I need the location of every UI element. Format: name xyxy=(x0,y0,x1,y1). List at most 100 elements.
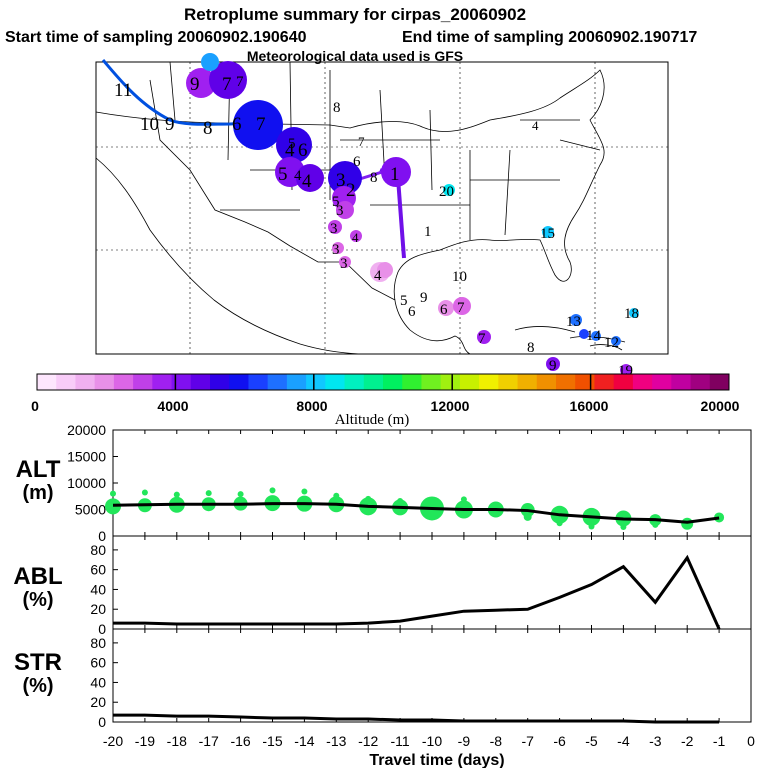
x-tick-label: -5 xyxy=(585,733,598,749)
map-label: 5 xyxy=(288,136,296,152)
plume-circle xyxy=(438,300,454,316)
alt-ylabel: ALT xyxy=(16,456,61,483)
map-label: 1 xyxy=(424,224,432,240)
x-tick-label: -16 xyxy=(230,733,250,749)
map-label: 7 xyxy=(358,134,365,149)
y-tick-label: 0 xyxy=(98,621,106,637)
altitude-point xyxy=(588,523,595,530)
plume-circle xyxy=(332,242,344,254)
plume-circle xyxy=(276,127,312,163)
plume-circle xyxy=(350,230,362,242)
altitude-point xyxy=(714,512,725,523)
colorbar-swatch xyxy=(690,374,711,390)
plume-circle xyxy=(381,157,411,187)
altitude-median-line xyxy=(112,502,720,524)
west-coast-outline xyxy=(95,157,361,355)
map-label: 3 xyxy=(332,242,340,258)
plume-circle xyxy=(453,297,471,315)
time-series-panels xyxy=(112,429,752,723)
altitude-point xyxy=(429,498,435,505)
y-tick-label: 60 xyxy=(90,562,106,578)
map-label: 4 xyxy=(352,230,359,245)
y-tick-label: 40 xyxy=(90,581,106,597)
figure-title: Retroplume summary for cirpas_20060902 xyxy=(184,5,526,24)
x-tick-label: -11 xyxy=(390,733,409,749)
plume-circle xyxy=(339,256,351,268)
colorbar-swatch xyxy=(383,374,403,390)
altitude-point xyxy=(652,521,659,528)
colorbar-swatch xyxy=(556,374,576,390)
map-graticule xyxy=(96,62,668,354)
map-day-labels: 11 10 9 8 9 7 6 7 8 6 4 5 4 3 2 1 5 3 3 … xyxy=(114,74,639,379)
altitude-point xyxy=(269,487,276,494)
colorbar-swatch xyxy=(286,374,307,390)
border-outline xyxy=(149,79,396,301)
map-label: 1 xyxy=(390,164,400,185)
plume-circle xyxy=(443,184,455,196)
plume-circles xyxy=(186,53,639,376)
map-label: 7 xyxy=(256,114,266,135)
map-label: 11 xyxy=(114,80,132,101)
map-label: 6 xyxy=(353,154,361,170)
plume-circle xyxy=(336,201,354,219)
plume-circle xyxy=(186,68,216,98)
trajectory-line-west xyxy=(101,59,266,126)
alt-ylabel-unit: (m) xyxy=(22,482,53,504)
plume-circle xyxy=(542,226,554,238)
colorbar-swatch xyxy=(594,374,615,390)
colorbar-swatch xyxy=(94,374,115,390)
x-tick-label: -20 xyxy=(103,733,123,749)
y-tick-label: 15000 xyxy=(67,449,106,465)
colorbar-swatch xyxy=(306,374,326,390)
altitude-colorbar xyxy=(36,373,730,391)
map-label: 5 xyxy=(400,293,408,309)
x-tick-label: -1 xyxy=(713,733,726,749)
map-label: 6 xyxy=(408,304,416,320)
plume-circle xyxy=(611,336,621,346)
y-tick-label: 0 xyxy=(98,528,106,544)
x-axis-label: Travel time (days) xyxy=(369,752,504,768)
map-label: 8 xyxy=(203,118,213,139)
colorbar-swatch xyxy=(517,374,538,390)
colorbar-swatch xyxy=(171,374,192,390)
colorbar-swatch xyxy=(479,374,499,390)
plume-circle xyxy=(233,100,283,150)
colorbar-swatch xyxy=(632,374,653,390)
plume-circle xyxy=(570,314,582,326)
map-label: 6 xyxy=(440,302,448,318)
abl-ylabel: ABL xyxy=(13,563,62,590)
colorbar-swatch xyxy=(440,374,461,390)
y-tick-label: 80 xyxy=(90,542,106,558)
x-tick-label: -9 xyxy=(458,733,471,749)
map-label: 10 xyxy=(452,269,467,285)
colorbar-tick-label: 4000 xyxy=(157,398,188,414)
y-tick-label: 40 xyxy=(90,674,106,690)
altitude-point xyxy=(620,523,627,530)
colorbar-swatch xyxy=(56,374,76,390)
map-label: 10 xyxy=(140,114,159,135)
str-panel-frame xyxy=(112,628,752,723)
y-tick-label: 10000 xyxy=(67,475,106,491)
colorbar-swatch xyxy=(709,374,730,390)
map-label: 13 xyxy=(566,314,581,330)
map-label: 7 xyxy=(478,331,486,347)
colorbar-swatch xyxy=(421,374,442,390)
plume-circle xyxy=(328,220,342,234)
colorbar-swatch xyxy=(325,374,346,390)
altitude-point xyxy=(365,495,372,502)
plume-circle xyxy=(546,357,560,371)
plume-circle xyxy=(620,364,632,376)
x-tick-label: -6 xyxy=(553,733,566,749)
map-panel: 11 10 9 8 9 7 6 7 8 6 4 5 4 3 2 1 5 3 3 … xyxy=(95,53,669,379)
x-tick-label: -17 xyxy=(199,733,219,749)
x-tick-label: -19 xyxy=(135,733,155,749)
plume-circle xyxy=(296,164,324,192)
altitude-point xyxy=(173,491,180,498)
map-frame xyxy=(95,61,669,355)
abl-line xyxy=(113,554,721,630)
map-label: 20 xyxy=(439,184,454,200)
altitude-point xyxy=(333,492,340,499)
end-time: End time of sampling 20060902.190717 xyxy=(402,29,697,46)
map-label: 9 xyxy=(549,358,557,374)
